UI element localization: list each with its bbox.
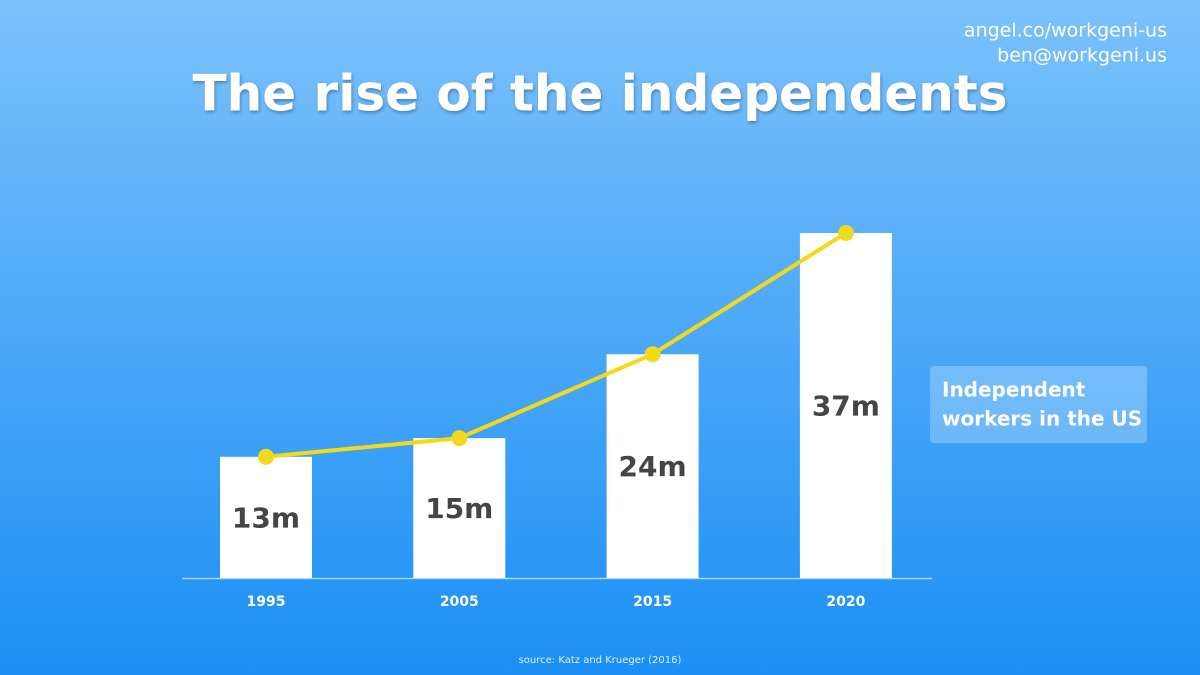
value-label: 13m bbox=[232, 501, 300, 534]
bar bbox=[413, 438, 506, 578]
bar bbox=[799, 233, 892, 578]
trend-point bbox=[644, 346, 661, 363]
chart-title: The rise of the independents bbox=[193, 65, 1008, 123]
trend-point bbox=[258, 448, 274, 465]
source: source: Katz and Krueger (2016) bbox=[519, 655, 682, 666]
x-tick-label: 2020 bbox=[826, 594, 865, 610]
bar bbox=[220, 456, 312, 578]
value-label: 24m bbox=[619, 450, 687, 483]
contact-line: ben@workgeni.us bbox=[997, 45, 1167, 67]
trend-point bbox=[837, 225, 854, 241]
bar bbox=[606, 354, 699, 578]
trend-point bbox=[451, 430, 468, 447]
x-tick-label: 2005 bbox=[440, 594, 479, 610]
value-label: 37m bbox=[812, 390, 880, 423]
x-tick-label: 1995 bbox=[247, 594, 286, 610]
contact-line: angel.co/workgeni-us bbox=[964, 20, 1167, 42]
annotation-line: Independent bbox=[942, 378, 1086, 402]
x-tick-label: 2015 bbox=[633, 594, 672, 610]
trend-line bbox=[265, 231, 847, 459]
annotation-line: workers in the US bbox=[942, 407, 1142, 431]
value-label: 15m bbox=[425, 492, 493, 525]
annotation-box bbox=[930, 366, 1147, 443]
